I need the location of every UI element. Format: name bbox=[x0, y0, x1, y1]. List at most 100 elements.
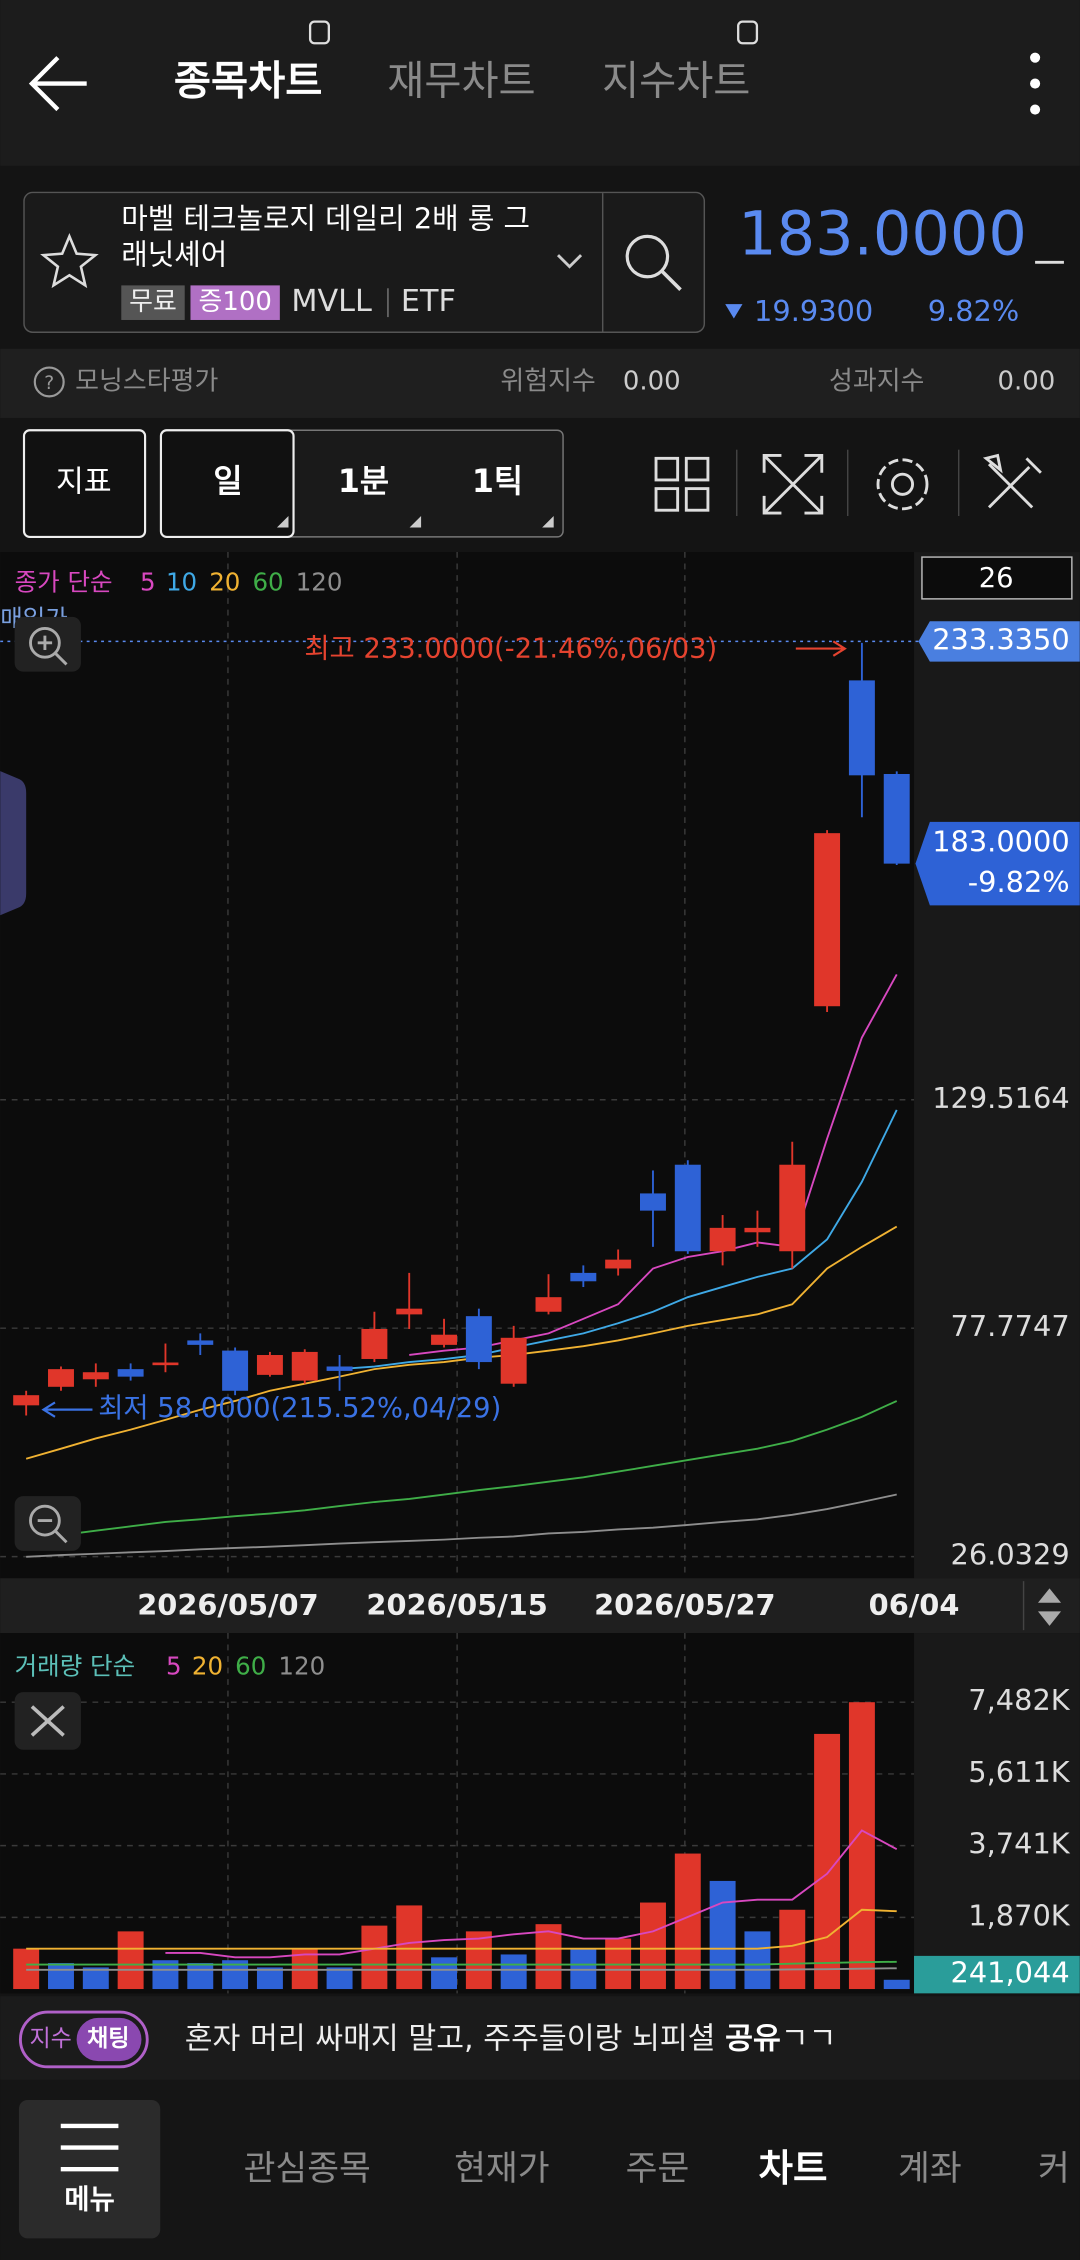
period-button[interactable] bbox=[159, 429, 295, 538]
search-button[interactable] bbox=[625, 234, 670, 279]
legend-title: 거래량 단순 bbox=[15, 1652, 136, 1681]
legend-item: 5 bbox=[140, 568, 156, 597]
dropdown-chevron[interactable] bbox=[556, 254, 583, 269]
zoom-in[interactable] bbox=[14, 616, 81, 672]
tag: 증100 bbox=[198, 287, 271, 317]
volume-bar bbox=[570, 1948, 597, 1990]
volume-bar bbox=[256, 1967, 283, 1990]
volume-bar bbox=[883, 1979, 910, 1990]
x-tick-label: 2026/05/15 bbox=[366, 1588, 547, 1622]
settings-button[interactable] bbox=[876, 458, 929, 511]
low-annotation: 최저 58.0000(215.52%,04/29) bbox=[98, 1393, 501, 1424]
nav-item[interactable]: 차트 bbox=[758, 2146, 827, 2190]
low-arrow bbox=[41, 1401, 93, 1418]
expand-button[interactable] bbox=[762, 454, 824, 515]
candle-body bbox=[431, 1334, 458, 1345]
rating-label: 모닝스타평가 bbox=[75, 366, 218, 396]
button-label: 지표 bbox=[56, 464, 112, 499]
volume-bar bbox=[535, 1924, 562, 1990]
volume-ma-line bbox=[26, 1960, 897, 1966]
high-label-box bbox=[918, 621, 1080, 662]
candle-body bbox=[883, 773, 910, 864]
side-handle[interactable] bbox=[0, 771, 27, 916]
phone-icon bbox=[308, 20, 330, 45]
zoom-out[interactable] bbox=[14, 1496, 81, 1551]
candle-body bbox=[187, 1340, 214, 1345]
candle-body bbox=[639, 1193, 666, 1211]
high-label: 233.3350 bbox=[932, 622, 1069, 656]
layout-button[interactable] bbox=[654, 456, 710, 512]
candle-body bbox=[814, 833, 841, 1007]
nav-item[interactable]: 커 bbox=[1038, 2149, 1070, 2189]
volume-ma-line bbox=[26, 1967, 897, 1971]
ma-line bbox=[339, 1109, 898, 1371]
legend-title: 종가 단순 bbox=[15, 568, 113, 597]
candle-body bbox=[709, 1227, 736, 1252]
close-volume[interactable] bbox=[14, 1692, 81, 1750]
tab[interactable]: 종목차트 bbox=[174, 58, 322, 105]
help-icon[interactable] bbox=[33, 366, 65, 398]
nav-item[interactable]: 관심종목 bbox=[244, 2149, 371, 2189]
indicator-button[interactable] bbox=[22, 429, 147, 538]
candle-body bbox=[605, 1259, 632, 1269]
tag-bg bbox=[190, 285, 280, 320]
ma-line bbox=[26, 1493, 897, 1558]
bottom-nav bbox=[0, 2079, 1080, 2260]
current-volume: 241,044 bbox=[951, 1956, 1070, 1990]
back-button[interactable] bbox=[28, 56, 87, 112]
button-label: 일 bbox=[213, 464, 242, 500]
current-change-label: -9.82% bbox=[968, 865, 1070, 899]
help-mark: ? bbox=[44, 373, 54, 394]
volume-bar bbox=[48, 1963, 74, 1990]
header-bar bbox=[0, 0, 1080, 166]
volume-bar bbox=[848, 1702, 875, 1990]
nav-item[interactable]: 현재가 bbox=[454, 2149, 549, 2189]
tag-bg bbox=[121, 285, 185, 320]
rating-label: 성과지수 bbox=[829, 366, 924, 396]
high-arrow bbox=[795, 640, 847, 657]
chat-message: 혼자 머리 싸매지 말고, 주주들이랑 뇌피셜 공유ㄱㄱ bbox=[185, 2021, 837, 2056]
candle-count: 26 bbox=[979, 563, 1014, 594]
more-button[interactable] bbox=[1030, 52, 1041, 115]
volume-bar bbox=[814, 1733, 841, 1990]
search-handle bbox=[660, 269, 682, 291]
chat-text: ㄱㄱ bbox=[781, 2021, 837, 2056]
stock-name: 마벨 테크놀로지 데일리 2배 롱 그 bbox=[121, 202, 530, 236]
menu-label: 메뉴 bbox=[64, 2184, 114, 2215]
legend-item: 120 bbox=[278, 1652, 325, 1681]
period-button[interactable]: 1분 bbox=[338, 464, 389, 500]
chat-bar[interactable] bbox=[0, 1996, 1080, 2080]
volume-bar bbox=[744, 1931, 771, 1990]
stock-code: MVLL bbox=[291, 284, 372, 319]
y-tick-label: 1,870K bbox=[968, 1898, 1070, 1932]
price-axis-bg bbox=[914, 552, 1080, 1579]
ma-line bbox=[25, 1225, 898, 1460]
candle-body bbox=[570, 1272, 597, 1282]
rating-value: 0.00 bbox=[623, 366, 681, 396]
scroll-arrows[interactable] bbox=[1037, 1588, 1062, 1626]
candle-body bbox=[152, 1362, 179, 1366]
candle-body bbox=[744, 1227, 771, 1233]
tab[interactable]: 지수차트 bbox=[602, 58, 750, 105]
price-change: 19.9300 bbox=[754, 294, 873, 328]
favorite-star[interactable] bbox=[40, 233, 99, 289]
current-price-label: 183.0000 bbox=[932, 824, 1069, 858]
candle-body bbox=[361, 1328, 388, 1359]
change-percent: 9.82% bbox=[928, 294, 1020, 328]
nav-item[interactable]: 계좌 bbox=[898, 2149, 962, 2189]
y-tick-label: 77.7747 bbox=[951, 1309, 1070, 1343]
current-price-box bbox=[915, 821, 1080, 906]
stock-kind: ETF bbox=[401, 284, 456, 319]
period-button[interactable]: 1틱 bbox=[472, 464, 523, 500]
nav-item[interactable]: 주문 bbox=[626, 2149, 690, 2189]
badge-pill bbox=[76, 2017, 142, 2062]
y-tick-label: 129.5164 bbox=[932, 1081, 1069, 1115]
badge-label: 지수 bbox=[29, 2026, 71, 2052]
legend-item: 5 bbox=[166, 1652, 182, 1681]
tab[interactable]: 재무차트 bbox=[387, 58, 535, 105]
candle-body bbox=[465, 1316, 492, 1363]
tools-button[interactable] bbox=[982, 453, 1042, 509]
candle-body bbox=[674, 1164, 701, 1252]
candle-body bbox=[396, 1308, 423, 1315]
